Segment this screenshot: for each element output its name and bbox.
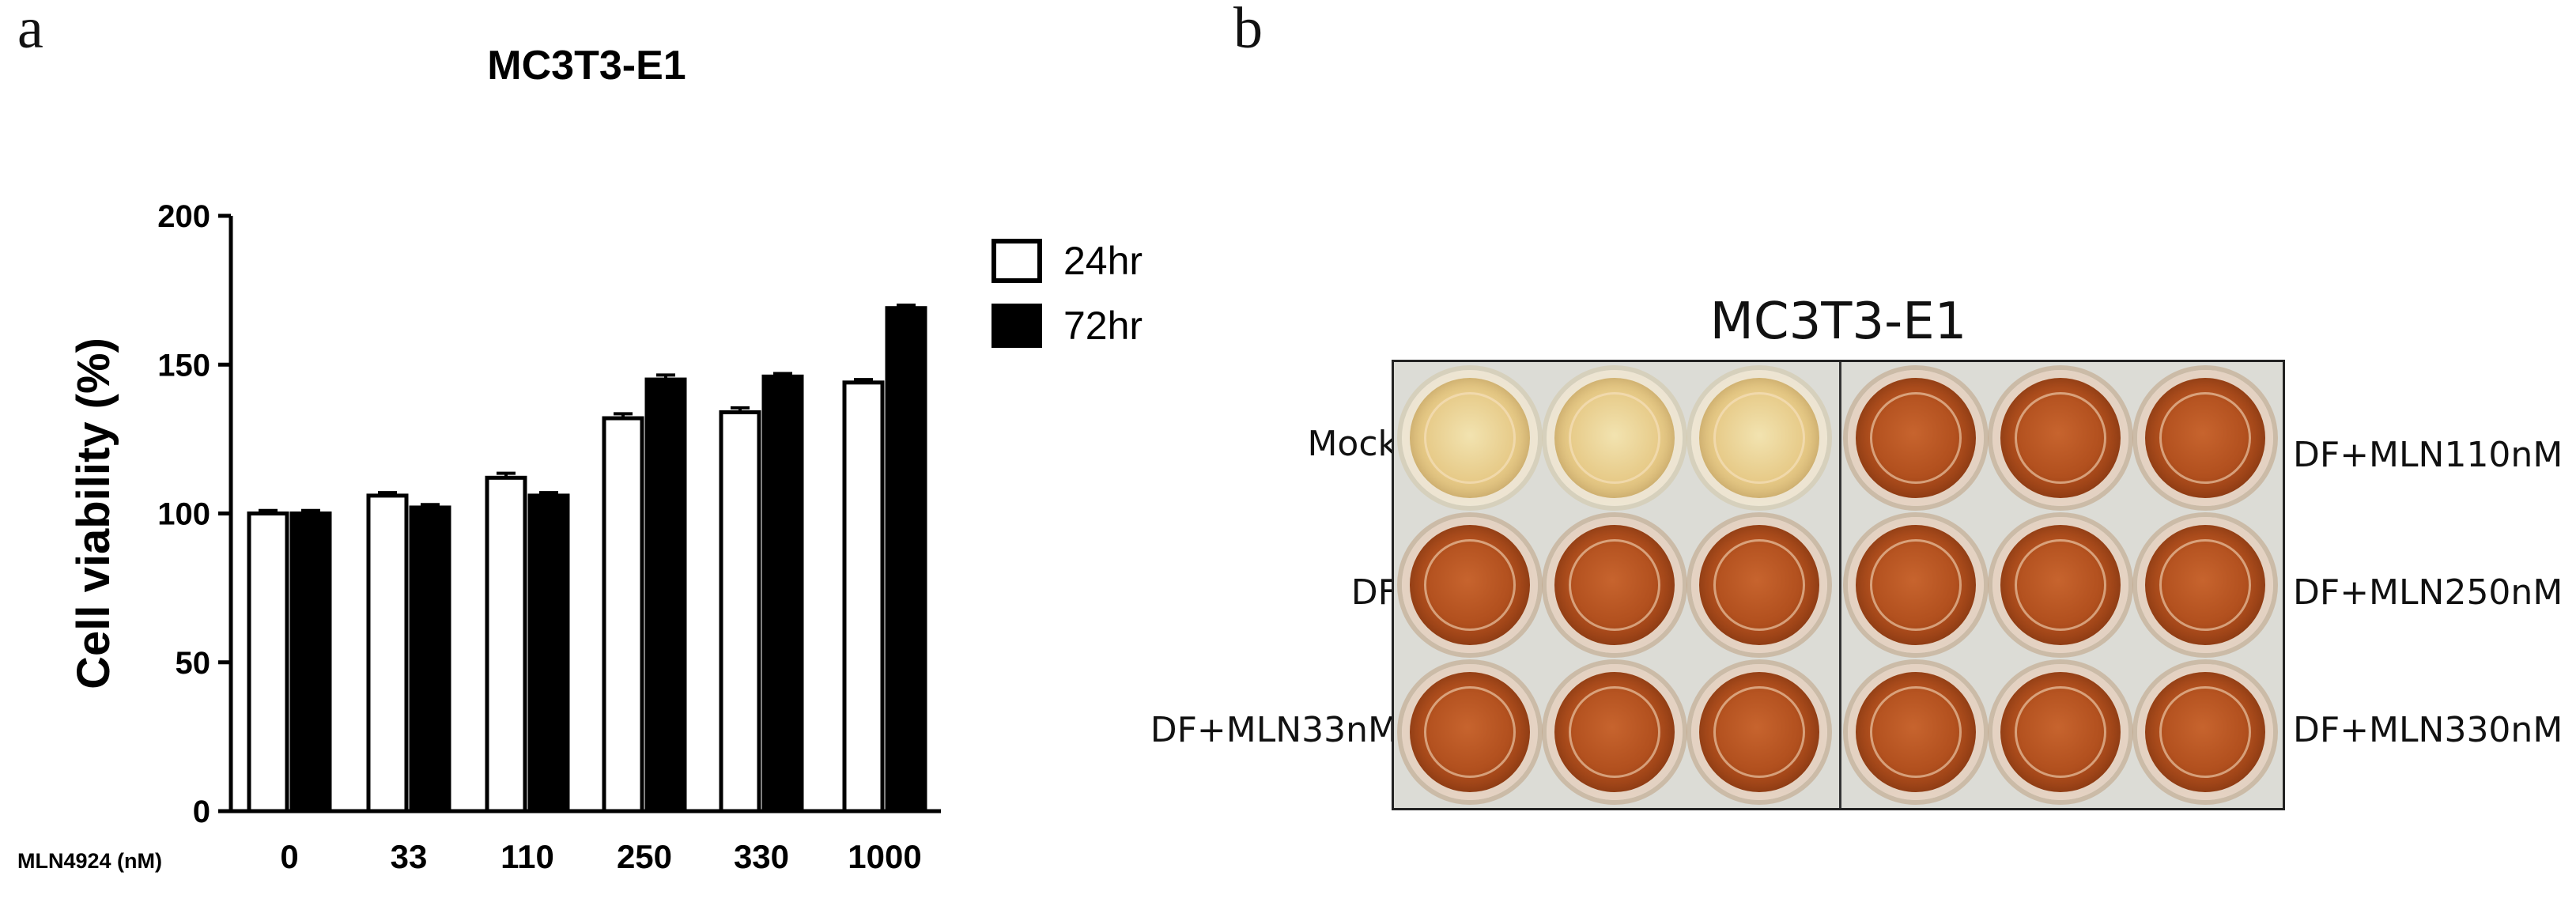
bar-72hr-330	[761, 374, 804, 814]
bar-chart: MC3T3-E1 0 50 100 150 200 Cell viability (%) ML…	[17, 43, 1143, 875]
y-tick-label: 50	[176, 646, 211, 681]
well-mln110-2	[1992, 370, 2128, 506]
plate-row-label-right-3: DF+MLN330nM	[2293, 710, 2563, 750]
y-tick-label: 100	[157, 497, 210, 532]
well-mln33-3	[1691, 664, 1827, 800]
well-df-3	[1691, 517, 1827, 653]
x-tick-label: 1000	[848, 838, 921, 875]
y-tick-label: 200	[157, 199, 210, 234]
bar-24hr-33	[366, 493, 409, 814]
plate-row-label-right-1: DF+MLN110nM	[2293, 435, 2563, 475]
panel-a-letter: a	[17, 0, 43, 61]
well-mln33-2	[1547, 664, 1683, 800]
bar-72hr-250	[644, 377, 687, 814]
chart-title: MC3T3-E1	[487, 43, 686, 89]
bar-72hr-0	[289, 512, 332, 814]
well-plate-photo	[1392, 360, 2285, 810]
x-tick-label: 330	[734, 838, 789, 875]
plate-row-label-left-1: Mock	[1307, 424, 1398, 464]
well-mock-1	[1402, 370, 1538, 506]
well-mln250-1	[1848, 517, 1984, 653]
plate-row-label-right-2: DF+MLN250nM	[2293, 572, 2563, 613]
well-df-1	[1402, 517, 1538, 653]
well-mln330-3	[2137, 664, 2273, 800]
well-mock-3	[1691, 370, 1827, 506]
bar-72hr-1000	[885, 306, 927, 814]
legend-label-24hr: 24hr	[1063, 239, 1143, 283]
x-tick-label: 250	[617, 838, 672, 875]
panel-b-letter: b	[1233, 0, 1263, 61]
x-tick-label: 33	[391, 838, 428, 875]
x-tick-label: 110	[500, 838, 554, 875]
well-mln110-1	[1848, 370, 1984, 506]
well-mln330-1	[1848, 664, 1984, 800]
plate-row-label-left-2: DF	[1350, 572, 1398, 613]
bar-72hr-33	[409, 505, 451, 814]
bar-24hr-250	[602, 416, 644, 814]
well-mln330-2	[1992, 664, 2128, 800]
plate-title: MC3T3-E1	[1709, 293, 1967, 351]
bar-24hr-1000	[842, 380, 885, 814]
legend-swatch-72hr	[991, 304, 1042, 348]
plate-divider	[1839, 362, 1841, 808]
legend-label-72hr: 72hr	[1063, 304, 1143, 348]
well-mln250-3	[2137, 517, 2273, 653]
bar-24hr-0	[247, 512, 289, 814]
legend-swatch-24hr	[991, 239, 1042, 283]
bar-24hr-330	[719, 410, 761, 814]
y-tick-label: 150	[157, 348, 210, 383]
well-mln33-1	[1402, 664, 1538, 800]
x-tick-label: 0	[280, 838, 298, 875]
y-tick-label: 0	[193, 795, 210, 829]
bar-72hr-110	[527, 493, 570, 814]
x-axis-label: MLN4924 (nM)	[17, 849, 162, 873]
well-mock-2	[1547, 370, 1683, 506]
well-df-2	[1547, 517, 1683, 653]
plate-row-label-left-3: DF+MLN33nM	[1150, 710, 1398, 750]
y-axis-label: Cell viability (%)	[68, 338, 119, 689]
well-mln250-2	[1992, 517, 2128, 653]
bar-24hr-110	[485, 475, 527, 814]
well-mln110-3	[2137, 370, 2273, 506]
